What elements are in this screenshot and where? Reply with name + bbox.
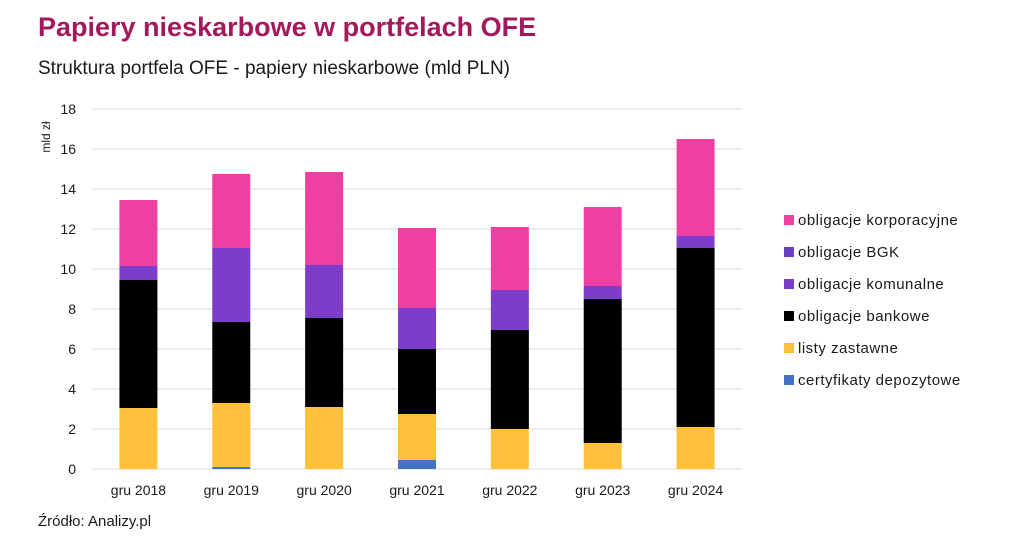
bar-segment — [212, 322, 251, 403]
legend-swatch — [784, 375, 794, 385]
legend-label: listy zastawne — [798, 340, 898, 357]
y-axis-label: mld zł — [39, 121, 53, 153]
bar-segment — [398, 228, 436, 308]
bar-segment — [398, 460, 436, 469]
bar-segment — [490, 227, 529, 290]
bar-segment — [305, 172, 344, 265]
x-axis-ticks: gru 2018 gru 2019 gru 2020 gru 2021 gru 2022… — [111, 482, 724, 498]
legend-swatch — [784, 215, 794, 225]
legend-swatch — [784, 279, 794, 289]
x-tick-label: gru 2022 — [482, 482, 537, 498]
y-tick-label: 10 — [60, 261, 76, 277]
legend-label: certyfikaty depozytowe — [798, 372, 961, 389]
legend-swatch — [784, 343, 794, 353]
bar-segment — [676, 139, 715, 236]
bar-segment — [119, 200, 158, 266]
legend: obligacje korporacyjne obligacje BGK oblig… — [784, 212, 961, 389]
legend-label: obligacje bankowe — [798, 308, 930, 325]
bar-segment — [212, 174, 251, 248]
x-tick-label: gru 2019 — [204, 482, 259, 498]
bar-segment — [119, 266, 158, 280]
chart-title: Papiery nieskarbowe w portfelach OFE — [38, 12, 537, 42]
bars — [119, 139, 715, 469]
legend-label: obligacje komunalne — [798, 276, 944, 293]
y-tick-label: 6 — [68, 341, 76, 357]
y-tick-label: 14 — [60, 181, 76, 197]
chart-subtitle: Struktura portfela OFE - papiery nieskar… — [38, 58, 511, 79]
bar-segment — [490, 330, 529, 429]
y-tick-label: 18 — [60, 101, 76, 117]
bar-segment — [212, 248, 251, 322]
bar-segment — [676, 427, 715, 469]
bar-segment — [583, 286, 622, 299]
y-tick-label: 2 — [68, 421, 76, 437]
bar-segment — [676, 248, 715, 427]
x-tick-label: gru 2023 — [575, 482, 630, 498]
y-tick-label: 8 — [68, 301, 76, 317]
x-tick-label: gru 2018 — [111, 482, 166, 498]
bar-segment — [676, 236, 715, 248]
legend-swatch — [784, 247, 794, 257]
bar-segment — [583, 443, 622, 469]
y-tick-label: 16 — [60, 141, 76, 157]
bar-segment — [119, 280, 158, 408]
x-tick-label: gru 2020 — [297, 482, 352, 498]
bar-segment — [305, 265, 344, 318]
source-note: Źródło: Analizy.pl — [38, 513, 152, 530]
y-axis-ticks: 0 2 4 6 8 10 12 14 16 18 — [60, 101, 76, 477]
bar-segment — [490, 429, 529, 469]
bar-segment — [398, 414, 436, 460]
bar-segment — [212, 403, 251, 467]
legend-label: obligacje korporacyjne — [798, 212, 958, 229]
bar-segment — [583, 207, 622, 286]
legend-swatch — [784, 311, 794, 321]
y-tick-label: 4 — [68, 381, 76, 397]
bar-segment — [398, 349, 436, 414]
bar-segment — [398, 308, 436, 349]
bar-segment — [305, 407, 344, 469]
legend-label: obligacje BGK — [798, 244, 900, 261]
bar-segment — [583, 299, 622, 443]
bar-segment — [119, 408, 158, 469]
bar-segment — [490, 290, 529, 330]
bar-segment — [305, 318, 344, 407]
y-tick-label: 0 — [68, 461, 76, 477]
x-tick-label: gru 2021 — [389, 482, 444, 498]
bar-segment — [212, 467, 251, 469]
y-tick-label: 12 — [60, 221, 76, 237]
x-tick-label: gru 2024 — [668, 482, 723, 498]
